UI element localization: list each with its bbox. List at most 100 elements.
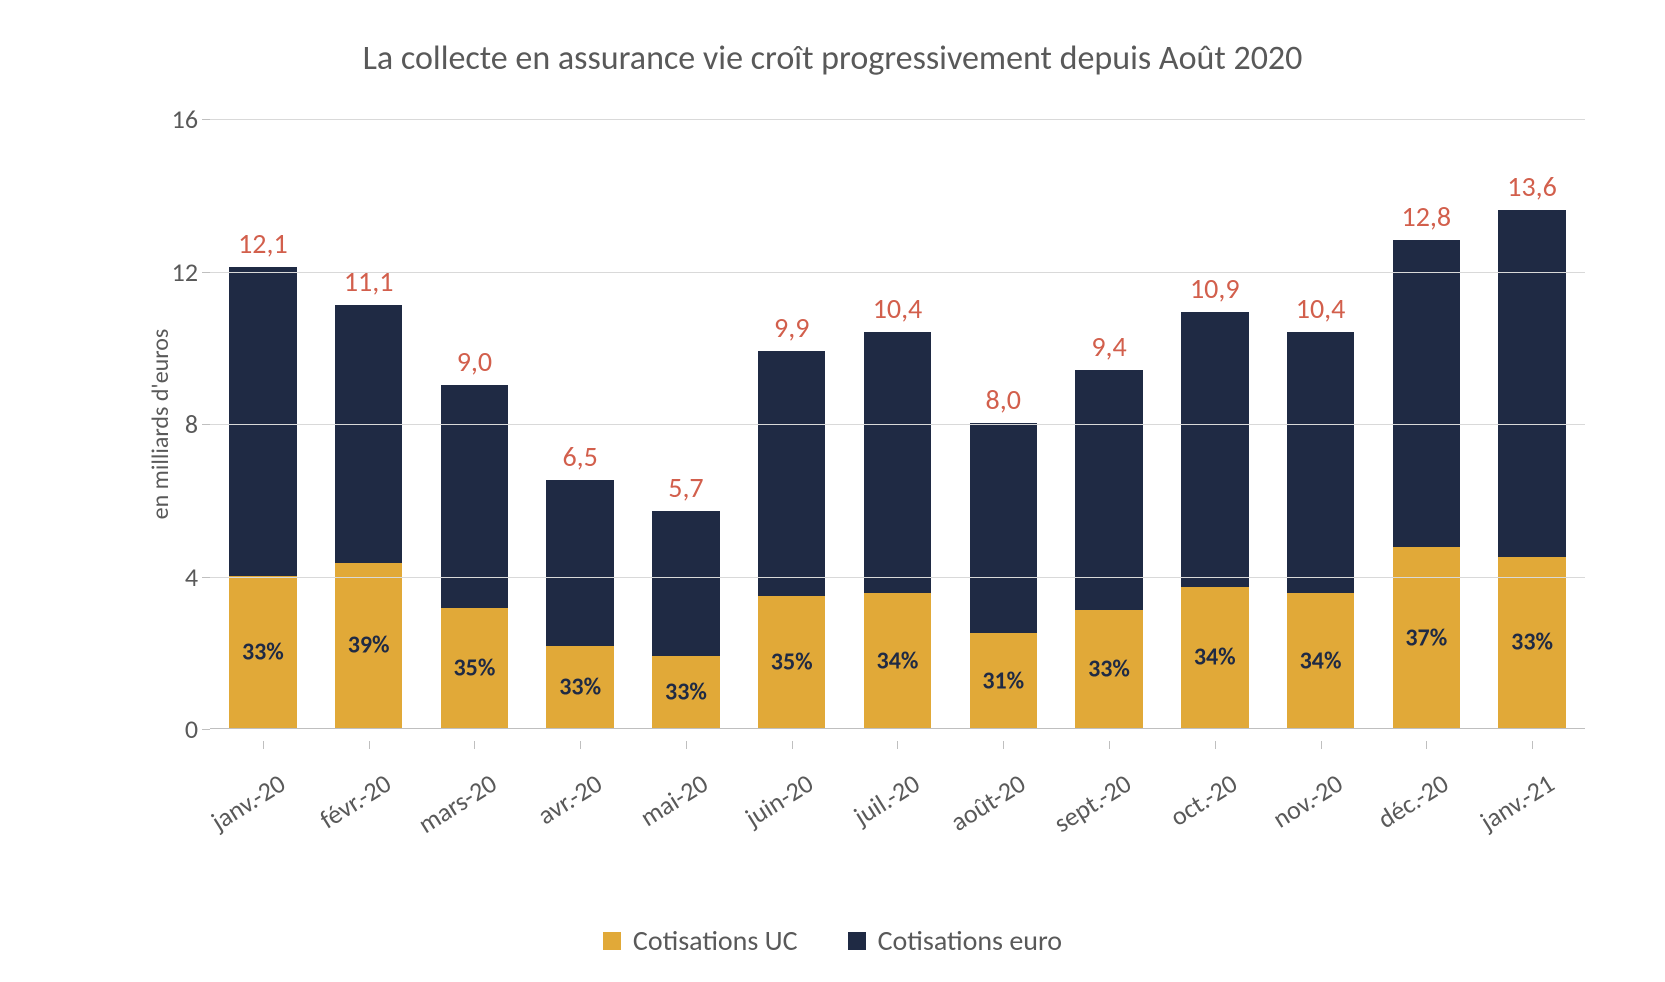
- uc-percent-label: 37%: [1405, 623, 1447, 652]
- bar-stack: 39%: [335, 305, 402, 728]
- bar-total-label: 9,0: [457, 344, 492, 379]
- legend-swatch: [848, 932, 866, 950]
- bar-total-label: 13,6: [1507, 169, 1557, 204]
- x-axis-category-label: janv.-20: [205, 767, 291, 837]
- x-axis-category-label: juin-20: [740, 767, 820, 833]
- segment-cotisations-uc: 35%: [758, 596, 825, 728]
- gridline: [210, 424, 1585, 425]
- x-label-wrap: oct.-20: [1162, 741, 1268, 891]
- legend-swatch: [603, 932, 621, 950]
- uc-percent-label: 33%: [242, 637, 284, 666]
- x-label-wrap: mai-20: [633, 741, 739, 891]
- x-tick-mark: [1215, 741, 1216, 749]
- segment-cotisations-euro: [546, 480, 613, 646]
- segment-cotisations-uc: 39%: [335, 563, 402, 728]
- x-label-wrap: août-20: [950, 741, 1056, 891]
- x-tick-mark: [474, 741, 475, 749]
- y-tick-mark: [202, 424, 210, 425]
- uc-percent-label: 39%: [348, 631, 390, 660]
- bar-total-label: 10,9: [1190, 271, 1240, 306]
- bar-stack: 34%: [1287, 332, 1354, 728]
- segment-cotisations-euro: [1393, 240, 1460, 547]
- uc-percent-label: 33%: [665, 678, 707, 707]
- x-tick-mark: [897, 741, 898, 749]
- uc-percent-label: 31%: [982, 666, 1024, 695]
- bar-stack: 34%: [864, 332, 931, 728]
- uc-percent-label: 33%: [1088, 654, 1130, 683]
- bar-stack: 37%: [1393, 240, 1460, 728]
- segment-cotisations-euro: [1287, 332, 1354, 594]
- segment-cotisations-euro: [1498, 210, 1565, 557]
- bar-total-label: 6,5: [562, 439, 597, 474]
- x-label-wrap: mars-20: [422, 741, 528, 891]
- bar-total-label: 8,0: [986, 382, 1021, 417]
- y-tick-mark: [202, 577, 210, 578]
- x-label-wrap: juil.-20: [845, 741, 951, 891]
- x-axis-category-label: août-20: [944, 767, 1031, 838]
- x-axis-category-label: nov.-20: [1266, 767, 1348, 835]
- bar-total-label: 5,7: [668, 470, 703, 505]
- uc-percent-label: 34%: [1194, 643, 1236, 672]
- bar-stack: 31%: [970, 423, 1037, 728]
- y-tick-label: 4: [150, 561, 198, 593]
- x-tick-mark: [1109, 741, 1110, 749]
- bar-total-label: 12,8: [1402, 199, 1452, 234]
- x-axis-category-label: déc.-20: [1372, 767, 1454, 835]
- x-axis-category-label: mars-20: [412, 767, 502, 840]
- x-label-wrap: déc.-20: [1373, 741, 1479, 891]
- x-label-wrap: nov.-20: [1268, 741, 1374, 891]
- y-tick-label: 16: [150, 103, 198, 135]
- x-label-wrap: févr.-20: [316, 741, 422, 891]
- y-tick-mark: [202, 272, 210, 273]
- x-label-wrap: janv.-20: [210, 741, 316, 891]
- chart-container: La collecte en assurance vie croît progr…: [0, 0, 1665, 982]
- y-tick-label: 12: [150, 256, 198, 288]
- gridline: [210, 272, 1585, 273]
- x-label-wrap: sept.-20: [1056, 741, 1162, 891]
- segment-cotisations-euro: [1075, 370, 1142, 610]
- bar-total-label: 10,4: [1296, 291, 1346, 326]
- x-tick-mark: [1003, 741, 1004, 749]
- segment-cotisations-uc: 37%: [1393, 547, 1460, 728]
- segment-cotisations-uc: 33%: [546, 646, 613, 728]
- y-tick-mark: [202, 729, 210, 730]
- uc-percent-label: 35%: [453, 653, 495, 682]
- bar-total-label: 10,4: [873, 291, 923, 326]
- x-tick-mark: [369, 741, 370, 749]
- segment-cotisations-euro: [1181, 312, 1248, 586]
- uc-percent-label: 34%: [1300, 646, 1342, 675]
- x-tick-mark: [263, 741, 264, 749]
- segment-cotisations-euro: [758, 351, 825, 596]
- y-tick-mark: [202, 119, 210, 120]
- segment-cotisations-uc: 33%: [1075, 610, 1142, 728]
- x-label-wrap: janv.-21: [1479, 741, 1585, 891]
- bar-stack: 33%: [546, 480, 613, 728]
- uc-percent-label: 33%: [559, 673, 601, 702]
- segment-cotisations-uc: 34%: [1181, 587, 1248, 728]
- x-tick-mark: [1426, 741, 1427, 749]
- legend-label: Cotisations euro: [878, 923, 1062, 958]
- x-tick-mark: [1321, 741, 1322, 749]
- uc-percent-label: 34%: [877, 646, 919, 675]
- gridline: [210, 119, 1585, 120]
- x-axis-category-label: juil.-20: [848, 767, 925, 832]
- x-axis-category-label: janv.-21: [1474, 767, 1560, 837]
- x-tick-mark: [580, 741, 581, 749]
- bar-total-label: 9,9: [774, 310, 809, 345]
- segment-cotisations-uc: 31%: [970, 633, 1037, 728]
- x-axis-category-label: sept.-20: [1048, 767, 1137, 839]
- segment-cotisations-euro: [229, 267, 296, 576]
- bar-total-label: 11,1: [344, 264, 394, 299]
- x-axis-category-label: mai-20: [634, 767, 713, 833]
- segment-cotisations-uc: 35%: [441, 608, 508, 728]
- segment-cotisations-uc: 33%: [652, 656, 719, 728]
- legend-label: Cotisations UC: [633, 923, 798, 958]
- segment-cotisations-euro: [970, 423, 1037, 633]
- segment-cotisations-uc: 34%: [1287, 593, 1354, 728]
- chart-title: La collecte en assurance vie croît progr…: [40, 38, 1625, 79]
- legend-item: Cotisations UC: [603, 923, 798, 958]
- gridline: [210, 577, 1585, 578]
- x-label-wrap: avr.-20: [527, 741, 633, 891]
- x-axis-category-label: avr.-20: [532, 767, 608, 831]
- bar-stack: 35%: [441, 385, 508, 728]
